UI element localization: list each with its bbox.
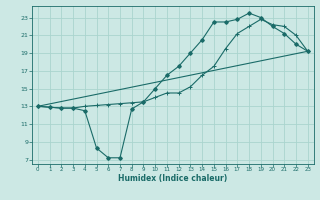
X-axis label: Humidex (Indice chaleur): Humidex (Indice chaleur) bbox=[118, 174, 228, 183]
